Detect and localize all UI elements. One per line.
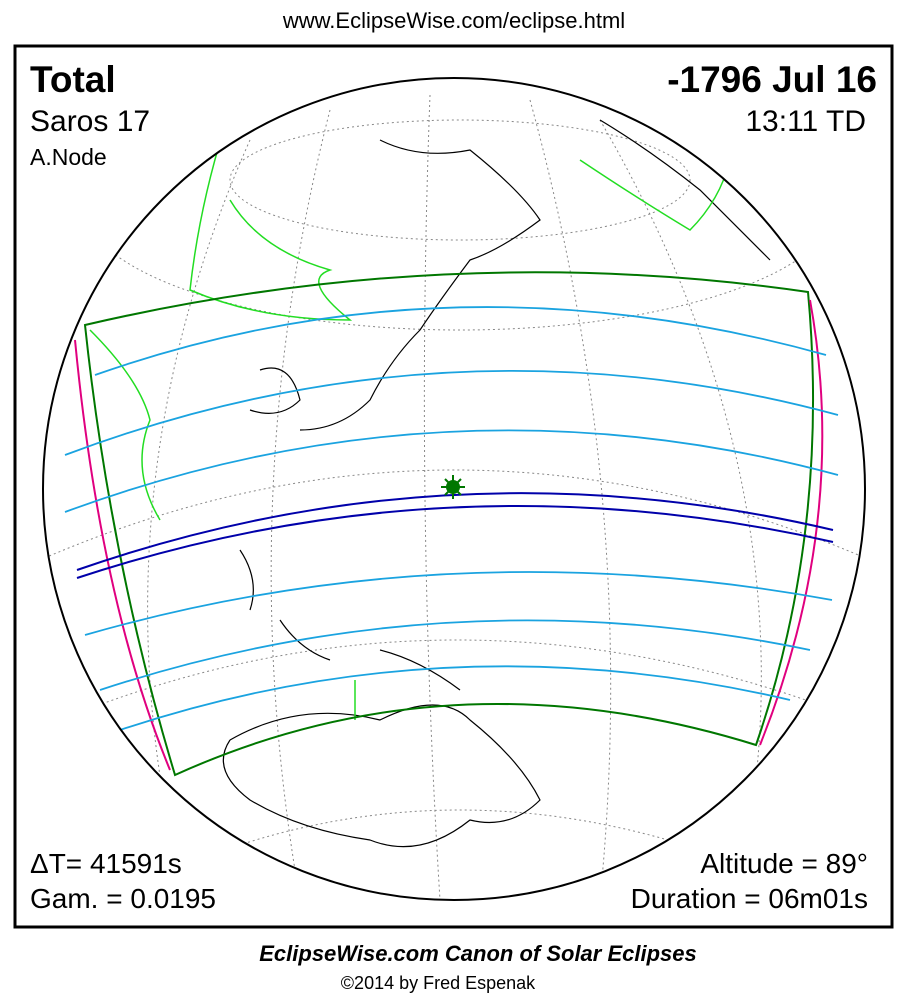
partial-lines [64,306,839,731]
borders [89,79,731,720]
gamma: Gam. = 0.0195 [30,883,216,914]
footer-title: EclipseWise.com Canon of Solar Eclipses [259,941,697,966]
eclipse-type: Total [30,59,116,100]
saros: Saros 17 [30,105,150,138]
southern-limit [76,505,834,579]
rise-set-curves [74,299,824,771]
altitude: Altitude = 89° [700,848,868,879]
eclipse-date: -1796 Jul 16 [667,59,877,100]
delta-t: ΔT= 41591s [30,848,182,879]
duration: Duration = 06m01s [631,883,868,914]
copyright: ©2014 by Fred Espenak [341,973,536,993]
coastlines [222,119,771,848]
url: www.EclipseWise.com/eclipse.html [282,8,625,33]
globe [43,78,865,900]
globe-outline [42,77,866,901]
eclipse-limits [83,271,815,777]
time: 13:11 TD [745,105,866,138]
frame [13,44,894,929]
greatest-eclipse [441,475,465,499]
node: A.Node [30,144,107,170]
